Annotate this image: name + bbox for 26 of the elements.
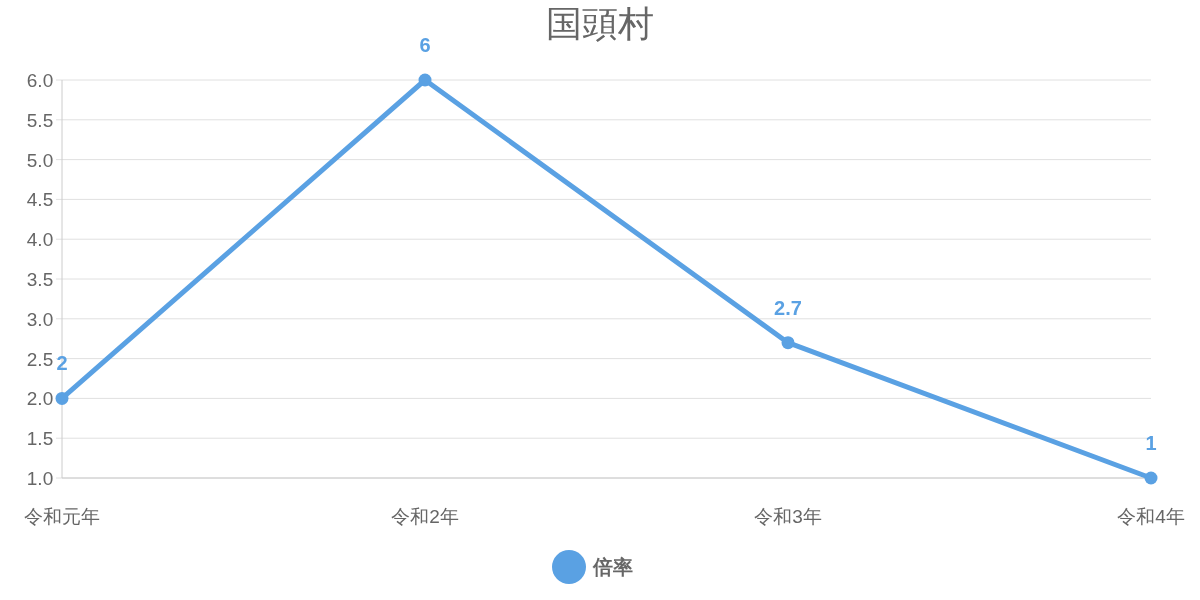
y-tick-label: 5.5 (26, 109, 54, 131)
x-tick-label: 令和3年 (754, 506, 822, 527)
point (55, 391, 69, 405)
point (418, 73, 432, 87)
point (781, 336, 795, 350)
y-tick-label: 4.5 (26, 189, 54, 211)
x-tick-label: 令和元年 (24, 506, 100, 527)
data-label: 2 (56, 352, 68, 375)
point (1144, 471, 1158, 485)
y-tick-label: 5.0 (26, 149, 54, 171)
data-label: 1 (1145, 432, 1157, 454)
y-tick-label: 2.0 (26, 388, 54, 410)
legend-label: 倍率 (592, 556, 633, 578)
data-label: 6 (419, 34, 431, 56)
y-tick-label: 1.0 (26, 468, 54, 489)
data-label: 2.7 (774, 296, 802, 319)
x-tick-label: 令和2年 (391, 506, 459, 527)
y-tick-label: 1.5 (26, 428, 54, 450)
y-tick-label: 4.0 (26, 229, 54, 251)
y-tick-label: 6.0 (26, 70, 54, 91)
legend: 倍率 (552, 550, 633, 584)
y-tick-label: 3.0 (26, 308, 54, 330)
x-tick-label: 令和4年 (1117, 506, 1185, 527)
y-tick-label: 2.5 (26, 348, 54, 370)
y-tick-label: 3.5 (26, 269, 54, 290)
title: 国頭村 (546, 3, 654, 44)
